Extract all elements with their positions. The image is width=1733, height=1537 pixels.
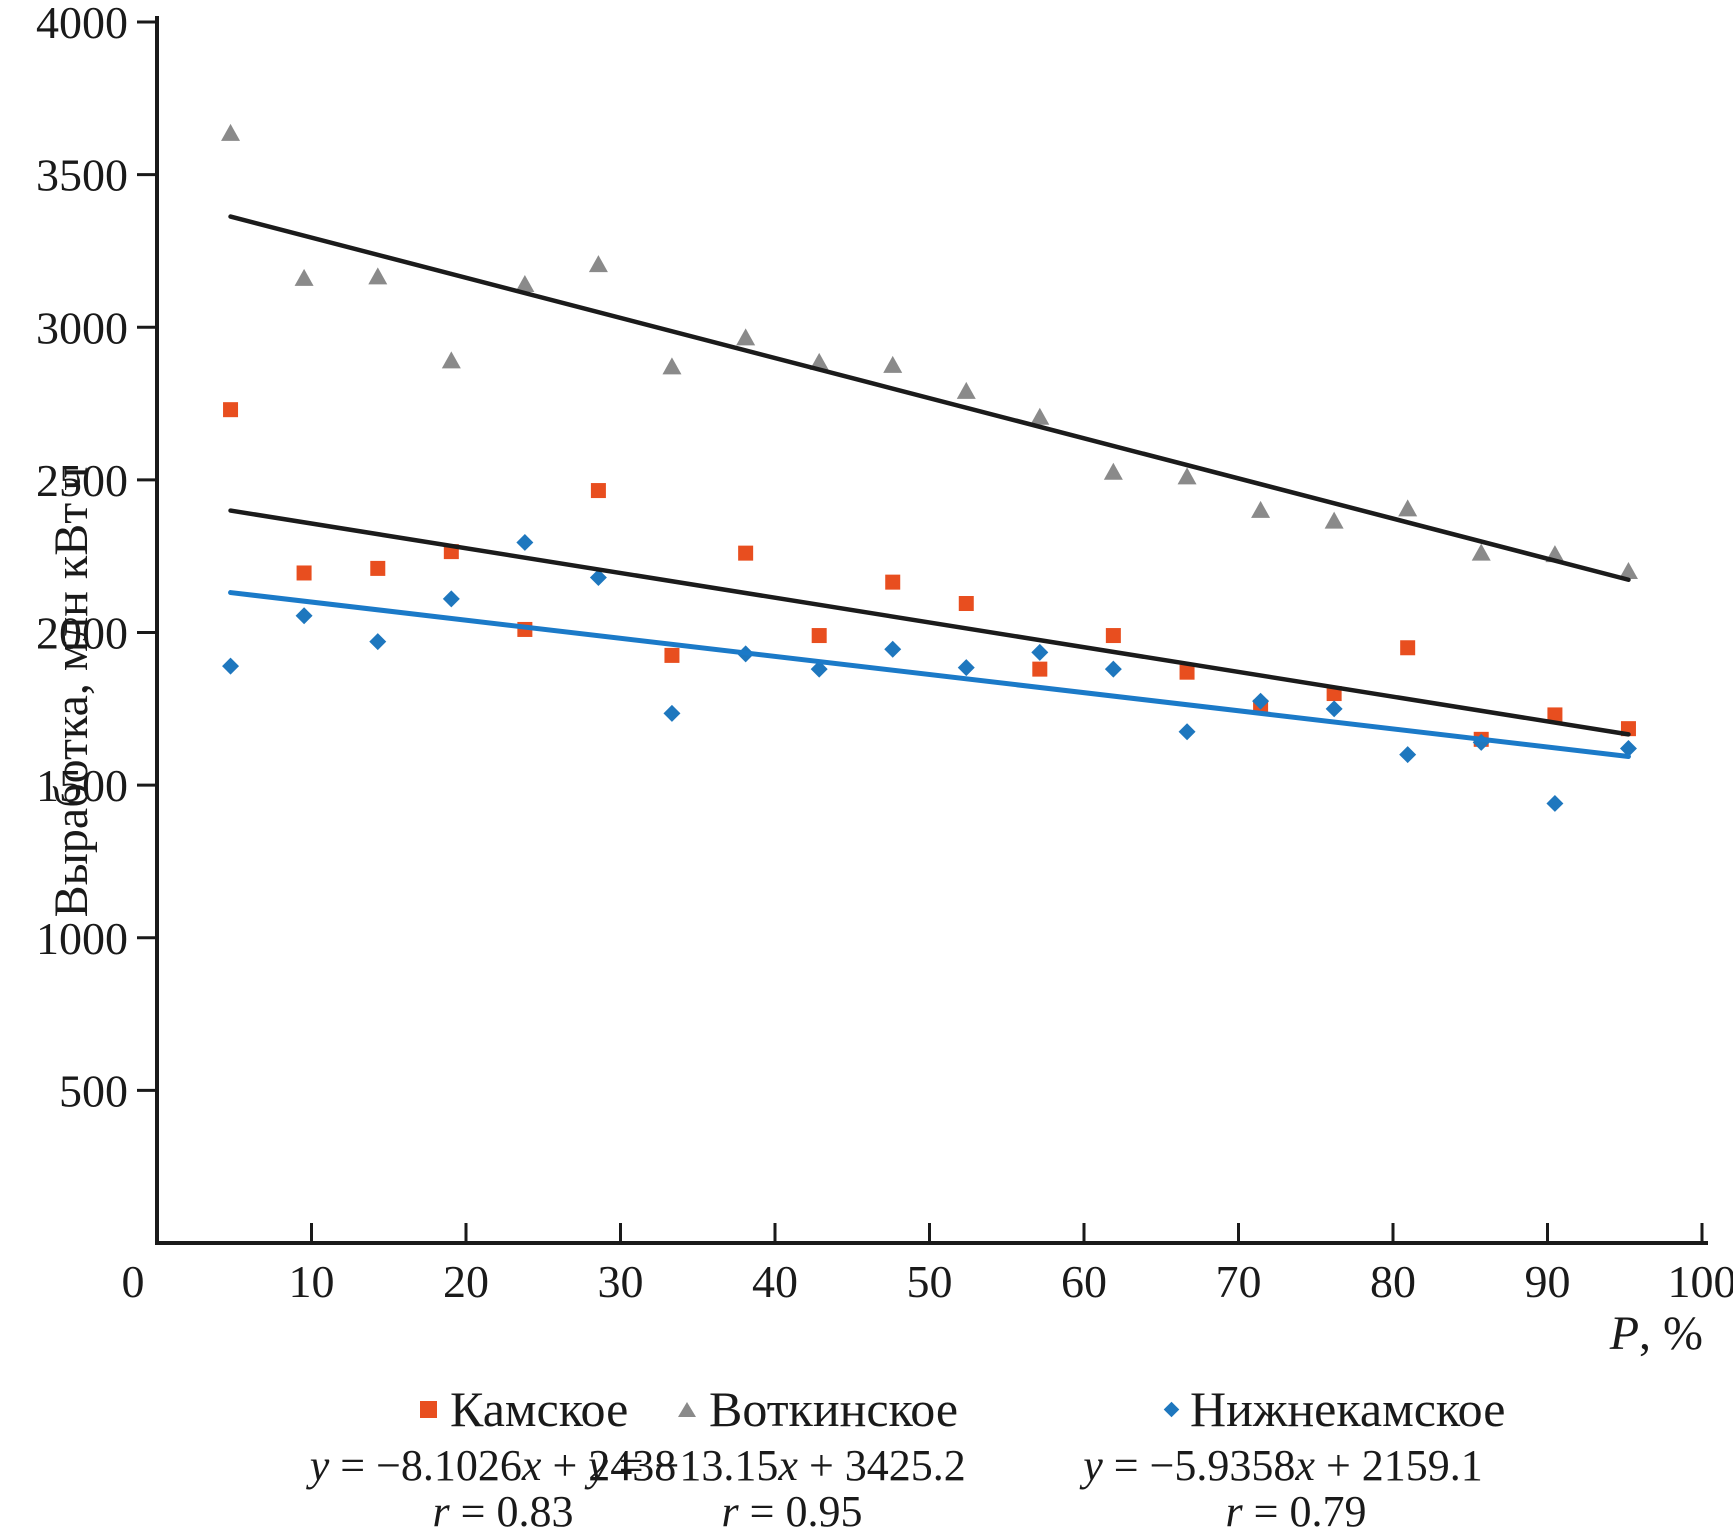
x-tick-label: 10: [289, 1256, 335, 1307]
data-point: [1180, 665, 1195, 680]
data-point: [1399, 746, 1416, 763]
data-point: [442, 351, 461, 368]
series-points-0: [223, 402, 1636, 747]
data-point: [883, 356, 902, 373]
data-point: [1400, 640, 1415, 655]
data-point: [1326, 700, 1343, 717]
data-point: [885, 575, 900, 590]
x-tick-label: 50: [907, 1256, 953, 1307]
legend-label-kamskoe: Камское: [450, 1380, 628, 1438]
data-point: [812, 628, 827, 643]
data-point: [591, 483, 606, 498]
x-tick-label: 20: [443, 1256, 489, 1307]
x-tick-label: 70: [1216, 1256, 1262, 1307]
trend-equation-votkinskoe: y = −13.15x + 3425.2: [588, 1440, 966, 1491]
trend-line-0: [231, 511, 1629, 735]
data-point: [1398, 499, 1417, 516]
legend-entry-nizhnekamskoe: Нижнекамское: [1166, 1382, 1505, 1436]
y-axis-title: Выработка, млн кВт ч: [44, 467, 99, 918]
data-point: [662, 357, 681, 374]
legend-label-votkinskoe: Воткинское: [709, 1380, 958, 1438]
y-tick-label: 4000: [36, 0, 128, 48]
x-tick-label: 100: [1668, 1256, 1733, 1307]
data-point: [1032, 662, 1047, 677]
data-point: [296, 607, 313, 624]
data-point: [1104, 463, 1123, 480]
trend-line-1: [231, 217, 1629, 580]
data-point: [369, 633, 386, 650]
data-point: [1105, 661, 1122, 678]
data-point: [957, 382, 976, 399]
y-tick-label: 1000: [36, 913, 128, 964]
correlation-kamskoe: r = 0.83: [433, 1486, 574, 1537]
correlation-nizhnekamskoe: r = 0.79: [1226, 1486, 1367, 1537]
data-point: [221, 124, 240, 141]
square-marker-icon: [420, 1401, 437, 1418]
trend-line-2: [231, 593, 1629, 757]
data-point: [223, 402, 238, 417]
series-points-1: [221, 124, 1638, 579]
data-point: [443, 590, 460, 607]
data-point: [1030, 408, 1049, 425]
trend-equation-nizhnekamskoe: y = −5.9358x + 2159.1: [1083, 1440, 1483, 1491]
y-tick-label: 500: [59, 1065, 128, 1116]
data-point: [958, 659, 975, 676]
triangle-marker-icon: [678, 1402, 696, 1417]
y-tick-label: 3000: [36, 302, 128, 353]
legend-label-nizhnekamskoe: Нижнекамское: [1190, 1380, 1505, 1438]
correlation-votkinskoe: r = 0.95: [722, 1486, 863, 1537]
tick-marks: [137, 22, 1702, 1243]
data-point: [297, 565, 312, 580]
data-point: [664, 648, 679, 663]
data-point: [222, 658, 239, 675]
data-point: [1251, 501, 1270, 518]
x-tick-label: 0: [122, 1256, 145, 1307]
data-point: [1178, 467, 1197, 484]
data-point: [738, 546, 753, 561]
legend-entry-votkinskoe: Воткинское: [678, 1382, 958, 1436]
data-point: [663, 705, 680, 722]
data-point: [1546, 795, 1563, 812]
diamond-marker-icon: [1164, 1401, 1180, 1417]
data-point: [368, 267, 387, 284]
x-tick-label: 60: [1061, 1256, 1107, 1307]
data-point: [1325, 512, 1344, 529]
x-axis-title: P, %: [1610, 1306, 1703, 1361]
data-point: [516, 534, 533, 551]
axes: [155, 16, 1708, 1245]
data-point: [1472, 544, 1491, 561]
data-point: [1031, 644, 1048, 661]
x-tick-label: 80: [1370, 1256, 1416, 1307]
data-point: [1179, 723, 1196, 740]
data-point: [1106, 628, 1121, 643]
legend-entry-kamskoe: Камское: [420, 1382, 628, 1436]
data-point: [589, 255, 608, 272]
x-tick-label: 90: [1525, 1256, 1571, 1307]
data-point: [736, 328, 755, 345]
x-tick-label: 30: [598, 1256, 644, 1307]
y-tick-label: 3500: [36, 150, 128, 201]
data-point: [370, 561, 385, 576]
data-point: [959, 596, 974, 611]
x-tick-label: 40: [752, 1256, 798, 1307]
data-point: [295, 269, 314, 286]
data-point: [884, 641, 901, 658]
